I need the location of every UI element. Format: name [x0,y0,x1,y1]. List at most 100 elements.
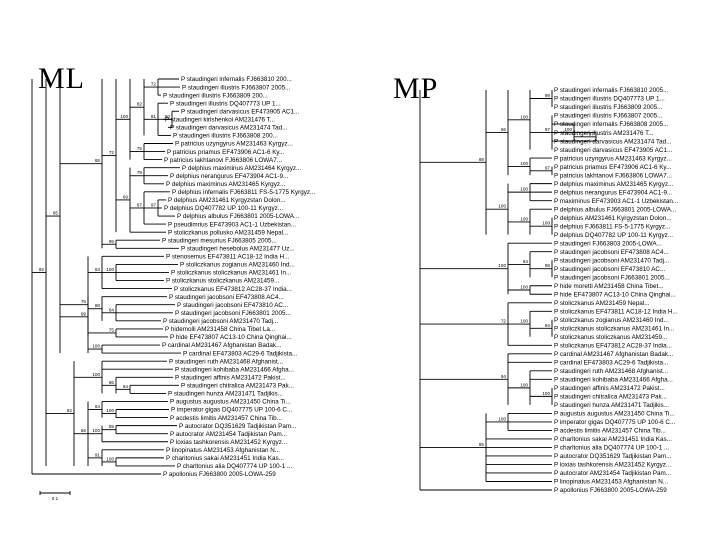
bootstrap-value: 98 [545,263,551,268]
tip-label: P pseudimrius EF473903 AC1-1 Uzbekistan.… [168,221,296,228]
tip-label: P autocrator DQ351629 Tadjikistan Pam... [554,453,672,460]
bootstrap-value: 100 [520,216,528,221]
bootstrap-value: 81 [151,114,157,119]
tip-label: P staudingeri darvasicus AM231474 Tad... [554,138,672,145]
tip-label: P staudingeri infernalis FJ663810 2005..… [554,87,669,94]
tip-label: P stoliczkanus stoliczkanus AM231461 In.… [554,325,675,332]
tip-label: P staudingeri FJ663803 2005-LOWA... [554,240,662,247]
tip-label: P autocrator AM231454 Tadjikistan Pam... [554,470,671,477]
tip-label: P delphius FJ663811 FS-5-1775 Kyrgyz... [554,223,671,230]
mp-tree: P staudingeri infernalis FJ663810 2005..… [419,87,678,494]
bootstrap-value: 64 [95,404,101,409]
tip-label: P staudingeri illustris FJ663807 2005... [182,84,291,91]
tip-label: P stoliczkanus stoliczkanus AM231459... [554,334,668,341]
bootstrap-value: 100 [564,127,572,132]
bootstrap-value: 60 [165,114,171,119]
tip-label: P delphius albulus FJ663801 2005-LOWA... [554,206,676,213]
tip-label: P acdestis limitis AM231457 China Tib... [554,428,666,435]
tip-label: P delphius maximinus AM231465 Kyrgyz... [554,181,673,188]
bootstrap-value: 85 [479,442,485,447]
bootstrap-value: 88 [95,303,101,308]
bootstrap-value: 100 [498,263,506,268]
tip-label: P staudingeri jacobsoni EF473808 AC4... [554,249,669,256]
tip-label: P apollonius FJ663800 2005-LOWA-259 [554,487,667,494]
mp-panel-title: MP [393,72,439,105]
tip-label: P staudingeri darvasicus EF473905 AC1... [181,108,299,115]
tip-label: P autocrator AM231454 Tadjikistan Pam... [170,431,287,438]
bootstrap-value: 72 [109,150,115,155]
tip-label: P staudingeri jacobsoni EF473810 AC... [554,266,665,273]
tip-label: P staudingeri jacobsoni EF473810 AC... [177,302,288,309]
tip-label: P staudingeri jacobsoni EF473808 AC4... [169,294,284,301]
tip-label: P staudingeri kohibaba AM231466 Afgha... [554,377,673,384]
bootstrap-value: 100 [520,382,528,387]
bootstrap-value: 97 [545,127,551,132]
bootstrap-value: 64 [523,259,529,264]
bootstrap-value: 100 [520,114,528,119]
bootstrap-value: 100 [520,285,528,290]
bootstrap-value: 100 [106,408,114,413]
tip-label: P delphius DQ407782 UP 100-11 Kyrgyz... [164,205,283,212]
bootstrap-value: 82 [137,102,143,107]
tip-label: P stoliczkanus zogianus AM231460 Ind... [554,317,669,324]
tip-label: P delphius nerangurus EF473904 AC1-9... [554,189,672,196]
tip-label: P charltonius alia DQ407774 UP 100-1 ... [177,463,293,470]
tip-label: P hidemolli AM231458 China Tibet La... [165,326,275,333]
tip-label: P staudingeri mesurius FJ663805 2005... [162,237,277,244]
tip-label: P autocrator DQ351629 Tadjikistan Pam... [179,423,297,430]
bootstrap-value: 87 [137,202,143,207]
tip-label: P staudingeri jacobsoni FJ663801 2005... [175,310,291,317]
bootstrap-value: 100 [106,456,114,461]
bootstrap-value: 100 [498,204,506,209]
tip-label: P linopinatus AM231453 Afghanistan N... [166,447,280,454]
bootstrap-value: 56 [81,428,87,433]
ml-tree: P staudingeri infernalis FJ663810 200...… [31,76,316,478]
bootstrap-value: 100 [106,267,114,272]
bootstrap-value: 92 [39,267,45,272]
tip-label: P cardinal EF473803 AC29-6 Tadjikista... [183,350,297,357]
tip-label: P delphius maximinus AM231465 Kyrgyz... [166,181,285,188]
tip-label: P hide EF473807 AC13-10 China Qinghai... [554,291,676,298]
bootstrap-value: 100 [520,319,528,324]
bootstrap-value: 89 [109,424,115,429]
tip-label: P stoliczkanus stoliczkanus AM231459... [166,278,280,285]
tip-label: P hide EF473807 AC13-10 China Qinghai... [170,334,292,341]
tip-label: P delphius infernalis FJ663811 FS-5-1775… [172,189,316,196]
tip-label: P staudingeri ruth AM231468 Afghanist... [554,368,668,375]
tip-label: P loxias tashkorensis AM231452 Kyrgyz... [554,462,671,469]
tip-label: P stoliczkanus zogianus AM231460 Ind... [180,262,295,269]
bootstrap-value: 97 [545,165,551,170]
tip-label: P staudingeri hesebolus AM231477 Uz... [181,245,295,252]
tip-label: P charltonius sakai AM231451 India Kas..… [554,436,672,443]
tip-label: P staudingeri hunza AM231471 Tadjikis... [554,402,669,409]
bootstrap-value: 97 [589,131,595,136]
tip-label: P staudingeri illustris FJ663807 2005... [554,113,663,120]
tip-label: P cardinal AM231467 Afghanistan Badak... [162,342,282,349]
bootstrap-value: 100 [542,391,550,396]
tip-label: P loxias tashkorensis AM231452 Kyrgyz... [170,439,287,446]
tip-label: P delphius nerangurus EF473904 AC1-9... [170,173,288,180]
tip-label: P patricius priamus EF473906 AC1-6 Ky... [167,149,285,156]
tip-label: P staudingeri jacobsoni FJ663801 2005... [554,274,670,281]
tip-label: P staudingeri illustris FJ663809 200... [163,92,268,99]
bootstrap-value: 91 [95,452,101,457]
bootstrap-value: 94 [545,323,551,328]
bootstrap-value: 72 [151,82,157,87]
tip-label: P imperator gigas DQ407775 UP 100-6 C... [554,419,675,426]
bootstrap-value: 75 [81,299,87,304]
tip-label: P staudingeri kohibaba AM231466 Afgha... [175,366,294,373]
tip-label: P stoliczkanus stoliczkanus AM231461 In.… [171,270,292,277]
bootstrap-value: 100 [92,344,100,349]
bootstrap-value: 63 [95,267,101,272]
bootstrap-value: 94 [501,374,507,379]
tip-label: P cardinal EF473803 AC29-6 Tadjikista... [554,360,668,367]
tip-label: P hide moretti AM231458 China Tibet... [554,283,664,290]
bootstrap-value: 100 [542,221,550,226]
tip-label: P acdestis limitis AM231457 China Tib... [170,415,282,422]
tip-label: P apollonius FJ663800 2005-LOWA-259 [163,471,276,478]
bootstrap-value: 69 [123,194,129,199]
tip-label: P cardinal AM231467 Afghanistan Badak... [554,351,674,358]
tip-label: P staudingeri jacobsoni AM231470 Tadj... [163,318,279,325]
tip-label: P staudingeri illustris FJ663809 2005... [554,104,663,111]
